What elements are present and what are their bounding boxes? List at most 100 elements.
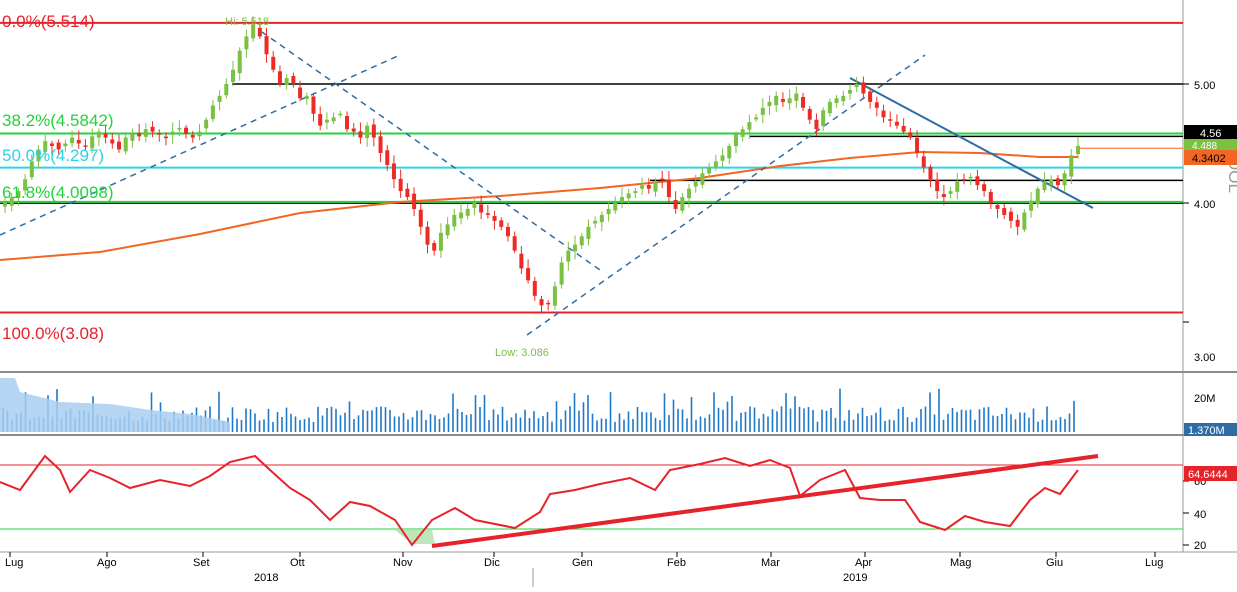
month-label-ago: Ago xyxy=(97,557,117,569)
candle-body xyxy=(338,113,343,116)
candle-body xyxy=(123,137,128,152)
year-label-2019: 2019 xyxy=(843,572,867,584)
candle-body xyxy=(244,36,249,50)
candle-body xyxy=(130,133,135,141)
rsi-badge-text: 64.6444 xyxy=(1188,469,1228,481)
volume-badge-text: 1.370M xyxy=(1188,425,1225,437)
low-label: Low: 3.086 xyxy=(495,347,549,359)
candle-body xyxy=(619,197,624,202)
candle-body xyxy=(36,149,41,162)
candle-body xyxy=(559,262,564,285)
candle-body xyxy=(512,236,517,251)
volume-bars xyxy=(0,378,1075,432)
candle-body xyxy=(593,220,598,224)
candle-body xyxy=(251,24,256,39)
candle-body xyxy=(324,119,329,123)
candle-body xyxy=(1015,219,1020,227)
fib-label-50: 50.0%(4.297) xyxy=(2,146,104,165)
candle-body xyxy=(961,178,966,181)
candle-body xyxy=(298,87,303,99)
candle-body xyxy=(995,204,1000,209)
badge-4-3402-text: 4.3402 xyxy=(1192,153,1226,165)
candle-body xyxy=(807,109,812,120)
month-label-lug-2019: Lug xyxy=(1145,557,1163,569)
candle-body xyxy=(1008,211,1013,221)
candle-body xyxy=(666,179,671,198)
candle-body xyxy=(881,110,886,118)
candle-body xyxy=(331,117,336,122)
candle-body xyxy=(532,281,537,296)
candle-body xyxy=(861,82,866,94)
badge-4-488-text: 4.488 xyxy=(1192,141,1217,152)
price-axis-label: DOL xyxy=(1225,158,1237,193)
candle-body xyxy=(472,203,477,208)
candle-body xyxy=(378,136,383,154)
candle-body xyxy=(888,119,893,121)
candle-body xyxy=(29,161,34,178)
candle-body xyxy=(814,119,819,130)
candle-body xyxy=(948,191,953,194)
candle-body xyxy=(110,139,115,144)
month-label-gen: Gen xyxy=(572,557,593,569)
fib-label-618: 61.8%(4.0098) xyxy=(2,183,114,202)
candle-body xyxy=(908,132,913,138)
candle-body xyxy=(787,98,792,104)
candle-body xyxy=(573,244,578,252)
candle-body xyxy=(465,208,470,216)
badge-4-56-text: 4.56 xyxy=(1200,128,1221,140)
candle-body xyxy=(653,181,658,192)
rsi-badge xyxy=(1184,466,1237,481)
candle-body xyxy=(526,268,531,281)
candle-body xyxy=(586,226,591,239)
candle-body xyxy=(163,136,168,139)
candle-body xyxy=(780,99,785,102)
trendline-dashed xyxy=(261,31,601,271)
candle-body xyxy=(579,236,584,246)
candle-body xyxy=(921,156,926,168)
candle-body xyxy=(955,181,960,192)
candle-body xyxy=(707,167,712,174)
candle-body xyxy=(49,143,54,146)
candle-body xyxy=(452,214,457,227)
candle-body xyxy=(277,71,282,84)
candle-body xyxy=(318,114,323,126)
month-label-ott: Ott xyxy=(290,557,305,569)
trendline-dashed xyxy=(0,54,401,236)
candle-body xyxy=(231,69,236,82)
candle-body xyxy=(700,173,705,185)
candle-body xyxy=(391,163,396,180)
candle-body xyxy=(210,105,215,120)
candle-body xyxy=(1002,208,1007,215)
trendlines xyxy=(0,31,1094,336)
badge-4-56 xyxy=(1184,125,1237,140)
candle-body xyxy=(237,50,242,74)
candle-body xyxy=(854,84,859,88)
candle-body xyxy=(968,176,973,179)
candle-body xyxy=(747,122,752,130)
candle-body xyxy=(398,178,403,192)
candle-body xyxy=(150,126,155,132)
month-label-apr: Apr xyxy=(855,557,872,569)
candle-body xyxy=(566,250,571,262)
trendline-solid xyxy=(849,77,1094,209)
candle-body xyxy=(1049,179,1054,185)
candle-body xyxy=(365,125,370,139)
candle-body xyxy=(720,155,725,161)
candle-body xyxy=(257,27,262,37)
volume-badge xyxy=(1184,423,1237,436)
candle-body xyxy=(217,95,222,102)
candle-body xyxy=(760,107,765,115)
badge-4-488 xyxy=(1184,139,1237,150)
candle-body xyxy=(204,119,209,129)
candle-body xyxy=(894,121,899,126)
candle-body xyxy=(1069,155,1074,177)
candle-body xyxy=(539,299,544,306)
candle-body xyxy=(599,214,604,223)
candle-body xyxy=(733,133,738,147)
candle-body xyxy=(1035,188,1040,205)
candle-body xyxy=(405,188,410,198)
candle-body xyxy=(56,142,61,150)
